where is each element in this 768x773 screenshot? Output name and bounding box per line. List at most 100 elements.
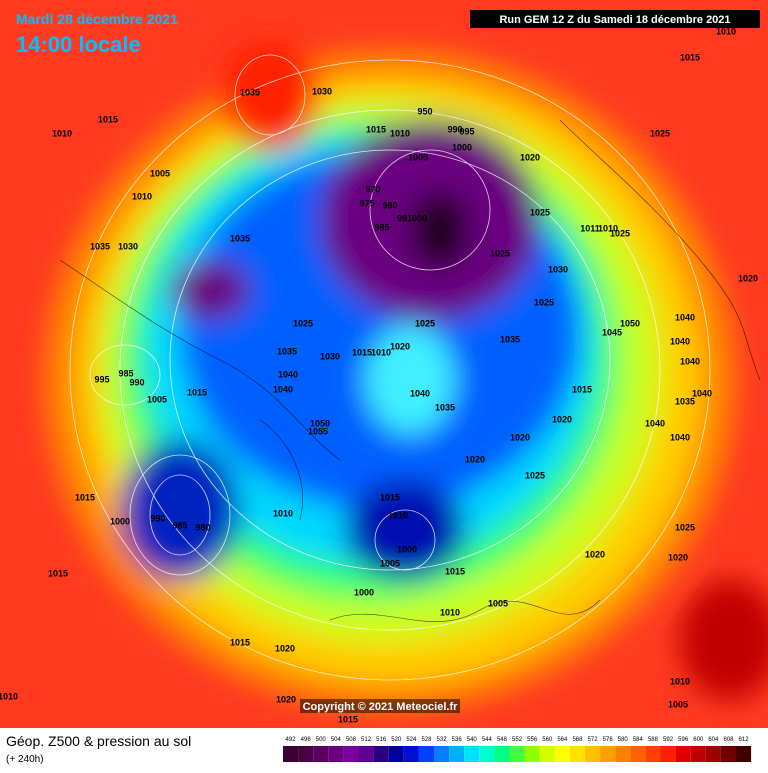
isobar-label: 1015: [338, 714, 358, 724]
isobar-label: 980: [195, 522, 210, 532]
isobar-label: 1015: [187, 387, 207, 397]
isobar-label: 1010: [440, 607, 460, 617]
isobar-label: 1015: [230, 637, 250, 647]
isobar-label: 1000: [110, 516, 130, 526]
run-box: [470, 10, 760, 28]
legend-label: 576: [603, 737, 614, 743]
isobar-label: 1030: [118, 241, 138, 251]
isobar-label: 1005: [150, 168, 170, 178]
legend-swatch: [660, 746, 676, 762]
time: 14:00 locale: [16, 32, 141, 57]
legend-swatch: [358, 746, 374, 762]
legend-swatch: [554, 746, 570, 762]
isobar-label: 1015: [445, 566, 465, 576]
legend-label: 556: [527, 737, 538, 743]
isobar-label: 1015: [380, 492, 400, 502]
isobar-label: 1015: [352, 347, 372, 357]
legend-label: 544: [482, 737, 493, 743]
legend-label: 588: [648, 737, 659, 743]
isobar-label: 1025: [530, 207, 550, 217]
legend-label: 560: [542, 737, 553, 743]
legend-label: 528: [421, 737, 432, 743]
legend-swatch: [569, 746, 585, 762]
legend-swatch: [449, 746, 465, 762]
legend-label: 508: [346, 737, 357, 743]
isobar-label: 1025: [610, 228, 630, 238]
legend-label: 504: [331, 737, 342, 743]
isobar-label: 1025: [415, 318, 435, 328]
isobar-label: 1005: [147, 394, 167, 404]
legend-label: 492: [286, 737, 297, 743]
legend-label: 536: [452, 737, 463, 743]
legend-label: 564: [557, 737, 568, 743]
legend-label: 496: [301, 737, 312, 743]
isobar-label: 1050: [620, 318, 640, 328]
isobar-label: 950: [417, 106, 432, 116]
isobar-label: 1010: [388, 510, 408, 520]
legend-swatch: [343, 746, 359, 762]
isobar-label: 990: [129, 377, 144, 387]
isobar-label: 1000: [354, 587, 374, 597]
isobar-label: 1035: [277, 346, 297, 356]
legend-swatch: [479, 746, 495, 762]
isobar-label: 1010: [52, 128, 72, 138]
footer-title: Géop. Z500 & pression au sol: [6, 733, 191, 749]
legend-label: 568: [572, 737, 583, 743]
legend-label: 500: [316, 737, 327, 743]
legend-swatch: [524, 746, 540, 762]
isobar-label: 1035: [675, 396, 695, 406]
isobar-label: 1005: [408, 152, 428, 162]
isobar-label: 1010: [390, 128, 410, 138]
legend: 492 496 500 504 508 512 516 520 524 528 532 536 540 5…: [283, 737, 752, 762]
isobar-label: 1005: [380, 558, 400, 568]
isobar-label: 1020: [510, 432, 530, 442]
legend-swatch: [690, 746, 706, 762]
isobar-label: 1000: [452, 142, 472, 152]
isobar-label: 1010: [132, 191, 152, 201]
copyright-bg: [300, 699, 460, 713]
legend-swatch: [373, 746, 389, 762]
legend-label: 580: [618, 737, 629, 743]
legend-label: 548: [497, 737, 508, 743]
isobar-labels: 1035 1030 1015 1010 1005 1010 1035 1035 1030 1015…: [0, 26, 758, 724]
isobar-label: 1040: [670, 336, 690, 346]
isobar-label: 1011: [580, 223, 600, 233]
legend-label: 608: [723, 737, 734, 743]
isobar-label: 975: [359, 198, 374, 208]
isobar-label: 1020: [390, 341, 410, 351]
isobar-label: 990: [150, 513, 165, 523]
isobar-label: 1020: [668, 552, 688, 562]
isobar-label: 1020: [738, 273, 758, 283]
legend-swatch: [615, 746, 631, 762]
isobar-label: 1025: [525, 470, 545, 480]
isobar-label: 985: [172, 520, 187, 530]
isobar-label: 1035: [435, 402, 455, 412]
isobar-label: 1025: [490, 248, 510, 258]
isobar-label: 985: [118, 368, 133, 378]
isobar-label: 1040: [680, 356, 700, 366]
isobar-label: 1045: [602, 327, 622, 337]
copyright: Copyright © 2021 Meteociel.fr: [303, 701, 459, 713]
legend-label: 540: [467, 737, 478, 743]
legend-swatch: [675, 746, 691, 762]
isobar-label: 1030: [320, 351, 340, 361]
legend-label: 592: [663, 737, 674, 743]
isobar-label: 1040: [692, 388, 712, 398]
isobar-label: 1015: [98, 114, 118, 124]
legend-label: 532: [437, 737, 448, 743]
isobar-label: 1040: [675, 312, 695, 322]
legend-swatch: [298, 746, 314, 762]
legend-label: 524: [406, 737, 417, 743]
legend-swatch: [464, 746, 480, 762]
isobar-label: 1020: [552, 414, 572, 424]
legend-swatch: [418, 746, 434, 762]
run: Run GEM 12 Z du Samedi 18 décembre 2021: [499, 14, 730, 26]
legend-swatch: [283, 746, 299, 762]
isobar-label: 991000: [397, 213, 427, 223]
legend-swatch: [403, 746, 419, 762]
isobar-label: 1005: [488, 598, 508, 608]
isobar-label: 1020: [585, 549, 605, 559]
isobar-label: 1010: [273, 508, 293, 518]
legend-swatch: [645, 746, 661, 762]
legend-swatch: [388, 746, 404, 762]
